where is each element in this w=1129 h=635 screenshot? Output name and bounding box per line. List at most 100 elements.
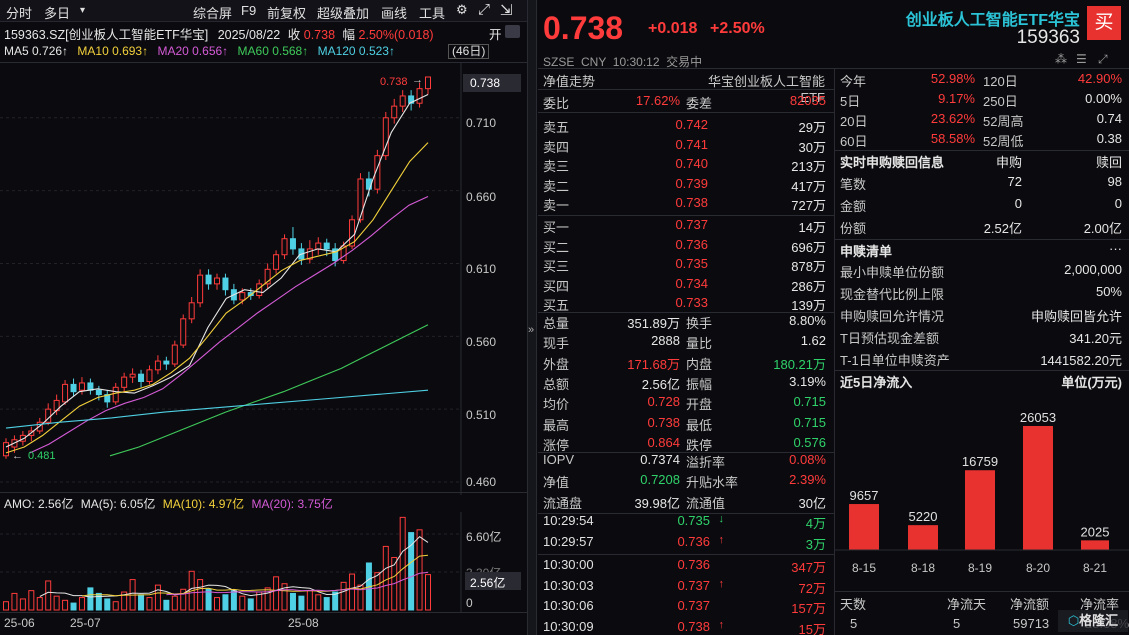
stat-label: 振幅 <box>686 376 713 392</box>
order-price: 0.735 <box>675 256 708 272</box>
tick-price: 0.736 <box>677 557 710 572</box>
f9-button[interactable]: F9 <box>241 3 257 18</box>
watermark-text: 格隆汇 <box>1079 613 1119 628</box>
fullscreen-icon[interactable]: ⤢ <box>478 1 491 18</box>
divider <box>0 492 528 493</box>
candle-body <box>408 95 415 104</box>
candle-body <box>391 105 398 119</box>
chevron-down-icon[interactable]: ▾ <box>80 5 86 16</box>
tick-price: 0.736 <box>677 533 710 549</box>
candle-body <box>264 268 271 285</box>
volume-bar <box>154 584 161 611</box>
flow-bar-label: 2025 <box>1081 524 1110 539</box>
volume-bar <box>357 584 364 611</box>
sub-header: 申购 <box>995 155 1022 170</box>
stat-label: 涨停 <box>543 437 570 453</box>
flow-category-label: 8-15 <box>852 561 876 575</box>
forward-adjust-button[interactable]: 前复权 <box>267 6 307 21</box>
volume-bar <box>323 597 330 611</box>
grid-icon[interactable]: ⁂ <box>1055 52 1067 66</box>
perf-label: 5日 <box>840 94 861 109</box>
volume-bar <box>315 594 322 611</box>
tools-button[interactable]: 工具 <box>419 6 446 21</box>
overlay-button[interactable]: 超级叠加 <box>317 6 370 21</box>
order-level-label: 买四 <box>543 278 570 294</box>
divider <box>835 239 1129 240</box>
volume-chart[interactable] <box>0 512 528 612</box>
stat-label: 总量 <box>543 316 570 331</box>
tick-volume: 72万 <box>798 580 826 596</box>
volume-bar <box>416 529 423 611</box>
arrow-left-icon: ← <box>12 450 23 462</box>
iopv-value: 0.7374 <box>640 452 680 467</box>
sub-row-label: 份额 <box>840 221 867 236</box>
change-label: 幅 <box>342 28 356 42</box>
close-value: 0.738 <box>303 28 336 42</box>
divider <box>538 554 834 555</box>
order-level-label: 卖四 <box>543 139 570 155</box>
flow-footer-value: 59713 <box>1013 616 1050 631</box>
list-label: T-1日单位申赎资产 <box>840 353 950 368</box>
nav-trend-label[interactable]: 净值走势 <box>543 74 596 89</box>
volume-bar <box>332 591 339 611</box>
divider <box>538 312 834 313</box>
collapse-icon[interactable]: ⇲ <box>500 2 513 19</box>
candle-body <box>289 238 296 250</box>
volume-bar <box>289 592 296 611</box>
expand-panel-icon[interactable]: ⤢ <box>1098 52 1108 66</box>
candle-body <box>197 274 204 304</box>
candle-body <box>222 277 229 291</box>
tick-volume: 15万 <box>798 621 826 635</box>
kline-chart[interactable] <box>0 63 528 495</box>
volume-legend: AMO: 2.56亿 MA(5): 6.05亿 MA(10): 4.97亿 MA… <box>4 495 333 512</box>
flow-category-label: 8-18 <box>911 561 935 575</box>
iopv-label: 溢折率 <box>686 455 726 470</box>
candle-body <box>332 248 339 262</box>
candle-body <box>416 88 423 104</box>
expand-icon[interactable]: » <box>528 324 535 336</box>
bar-date: 2025/08/22 <box>217 28 281 42</box>
volume-bar <box>104 598 111 611</box>
perf-value: 0.74 <box>1096 111 1122 126</box>
stat-value: 1.62 <box>800 333 826 349</box>
list-icon[interactable]: ☰ <box>1076 52 1087 66</box>
composite-screen-button[interactable]: 综合屏 <box>193 6 233 21</box>
vol-ma5-label: MA(5): 6.05亿 <box>80 497 156 511</box>
stat-value: 0.576 <box>793 434 826 450</box>
weicha-label: 委差 <box>686 96 713 111</box>
tab-intraday[interactable]: 分时 <box>6 6 33 21</box>
wp-icon[interactable] <box>505 25 520 38</box>
tick-time: 10:30:09 <box>543 618 594 634</box>
candle-body <box>3 442 9 457</box>
fund-full-name: 华宝创业板人工智能ETF <box>707 74 825 105</box>
volume-bar <box>399 516 406 611</box>
tab-multiday[interactable]: 多日 <box>44 6 71 21</box>
tick-time: 10:30:00 <box>543 557 594 572</box>
divider <box>538 452 834 453</box>
splitter[interactable] <box>527 0 537 635</box>
gear-icon[interactable]: ⚙ <box>456 2 468 17</box>
flow-title: 近5日净流入 <box>840 375 913 390</box>
price-change: +0.018 <box>648 20 698 37</box>
tick-direction-icon: ↑ <box>718 577 725 590</box>
ma120-label: MA120 0.523↑ <box>317 44 395 58</box>
perf-label: 今年 <box>840 74 867 89</box>
volume-bar <box>95 592 102 611</box>
stat-value: 2.56亿 <box>641 376 680 392</box>
volume-bar <box>70 602 77 611</box>
flow-footer-value: 5 <box>953 616 961 631</box>
ma20-line <box>29 195 429 454</box>
volume-bar <box>349 573 356 611</box>
xtick: 25-06 <box>4 616 35 630</box>
buy-button[interactable]: 买 <box>1087 6 1121 40</box>
order-price: 0.742 <box>675 117 708 132</box>
stat-label: 外盘 <box>543 356 570 372</box>
days-selector[interactable]: (46日) <box>448 44 490 59</box>
candle-body <box>154 360 161 371</box>
volume-bar <box>87 587 94 611</box>
draw-line-button[interactable]: 画线 <box>381 6 408 21</box>
flow-bar <box>908 525 938 550</box>
ma10-label: MA10 0.693↑ <box>77 44 149 58</box>
iopv-value: 0.7208 <box>640 472 680 488</box>
candle-body <box>70 383 77 393</box>
